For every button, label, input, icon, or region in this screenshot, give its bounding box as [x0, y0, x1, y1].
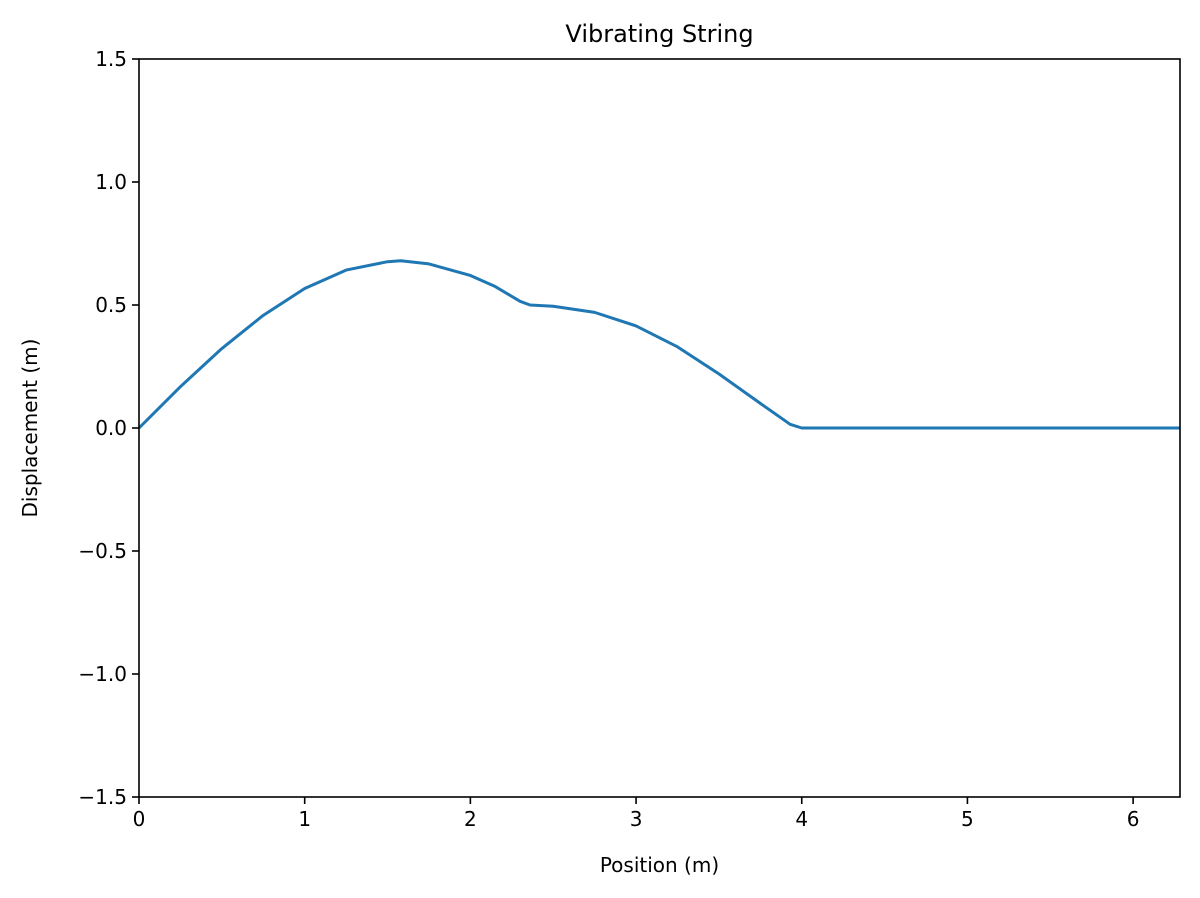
y-axis: −1.5 −1.0 −0.5 0.0 0.5 1.0 1.5: [78, 47, 139, 809]
x-axis: 0 1 2 3 4 5 6: [133, 797, 1140, 831]
x-axis-label: Position (m): [600, 853, 719, 877]
x-tick-label: 2: [464, 807, 477, 831]
x-tick-label: 3: [630, 807, 643, 831]
y-tick-label: 0.5: [95, 293, 127, 317]
x-tick-label: 1: [298, 807, 311, 831]
y-tick-label: −1.0: [78, 662, 127, 686]
y-tick-label: −0.5: [78, 539, 127, 563]
series-line-0: [137, 259, 1180, 430]
x-tick-label: 6: [1127, 807, 1140, 831]
y-tick-label: 1.0: [95, 170, 127, 194]
x-tick-label: 0: [133, 807, 146, 831]
x-tick-label: 4: [795, 807, 808, 831]
y-axis-label: Displacement (m): [18, 339, 42, 518]
plot-area: [137, 259, 1180, 430]
y-tick-label: 0.0: [95, 416, 127, 440]
y-tick-label: −1.5: [78, 785, 127, 809]
x-tick-label: 5: [961, 807, 974, 831]
y-tick-label: 1.5: [95, 47, 127, 71]
chart-title: Vibrating String: [565, 20, 753, 48]
